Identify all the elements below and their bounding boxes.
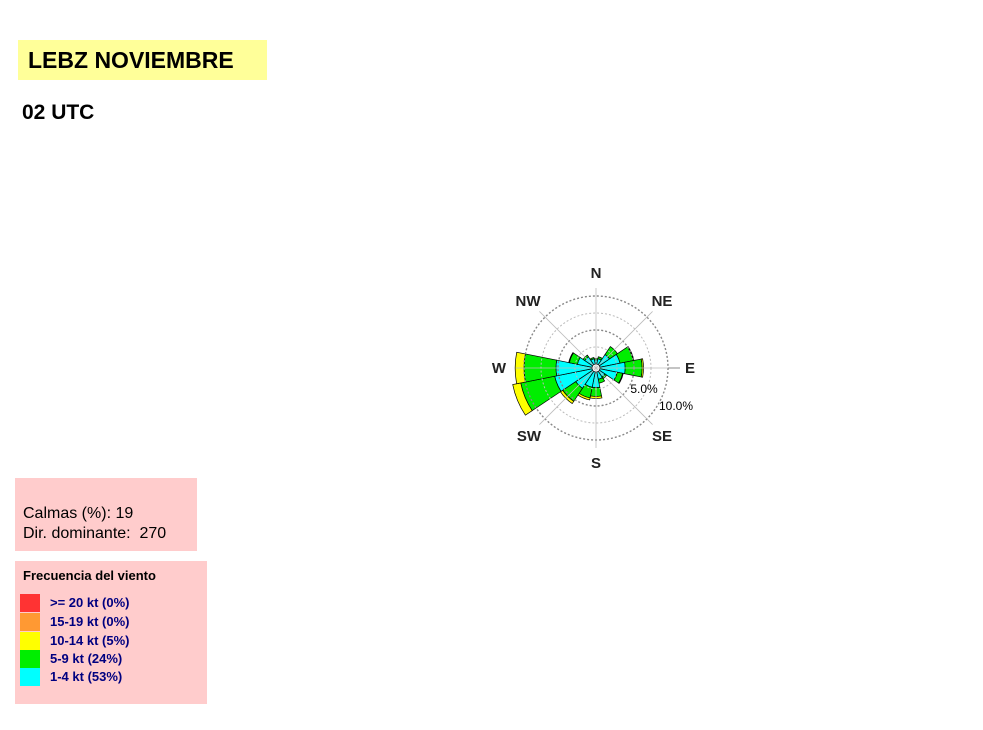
direction-label-e: E	[685, 360, 695, 377]
legend-item-10-14kt: 10-14 kt (5%)	[20, 632, 200, 650]
direction-label-se: SE	[652, 428, 672, 445]
radial-line-225	[539, 367, 597, 425]
page-subtitle: 02 UTC	[22, 101, 95, 124]
legend-swatch	[20, 613, 40, 631]
legend-label: 15-19 kt (0%)	[50, 614, 130, 629]
direction-label-n: N	[591, 265, 602, 282]
legend: Frecuencia del viento >= 20 kt (0%) 15-1…	[15, 561, 207, 704]
direction-label-w: W	[492, 360, 507, 377]
page-title: LEBZ NOVIEMBRE	[28, 47, 234, 73]
legend-item-1-4kt: 1-4 kt (53%)	[20, 668, 200, 686]
rose-sector-337.5-bin-1	[589, 356, 595, 361]
legend-item-5-9kt: 5-9 kt (24%)	[20, 650, 200, 668]
ring-label-1: 10.0%	[659, 399, 693, 413]
legend-label: 10-14 kt (5%)	[50, 633, 130, 648]
legend-label: >= 20 kt (0%)	[50, 595, 130, 610]
legend-item-15-19kt: 15-19 kt (0%)	[20, 613, 200, 631]
dominant-direction-text: Dir. dominante: 270	[23, 525, 167, 542]
ring-label-0: 5.0%	[630, 382, 658, 396]
title-box: LEBZ NOVIEMBRE	[18, 40, 267, 80]
info-box: Calmas (%): 19 Dir. dominante: 270	[15, 478, 197, 551]
radial-line-45	[595, 311, 653, 369]
legend-title: Frecuencia del viento	[23, 568, 156, 583]
labels-layer: 5.0%10.0% N NE E SE S SW W NW	[492, 265, 695, 472]
direction-label-nw: NW	[516, 293, 542, 310]
rose-sector-112.5-bin-2	[618, 372, 624, 384]
rose-sector-247.5-bin-2	[512, 382, 533, 416]
radial-line-135	[595, 367, 653, 425]
legend-swatch	[20, 668, 40, 686]
legend-item-20kt: >= 20 kt (0%)	[20, 594, 200, 612]
calmas-text: Calmas (%): 19	[23, 505, 134, 522]
grid-layer	[516, 288, 680, 448]
direction-label-sw: SW	[517, 428, 542, 445]
legend-label: 1-4 kt (53%)	[50, 669, 123, 684]
direction-label-s: S	[591, 455, 601, 472]
legend-swatch	[20, 650, 40, 668]
radial-line-315	[539, 311, 597, 369]
legend-swatch	[20, 632, 40, 650]
legend-swatch	[20, 594, 40, 612]
direction-label-ne: NE	[652, 293, 673, 310]
legend-label: 5-9 kt (24%)	[50, 651, 123, 666]
rose-sector-292.5-bin-2	[568, 352, 574, 364]
